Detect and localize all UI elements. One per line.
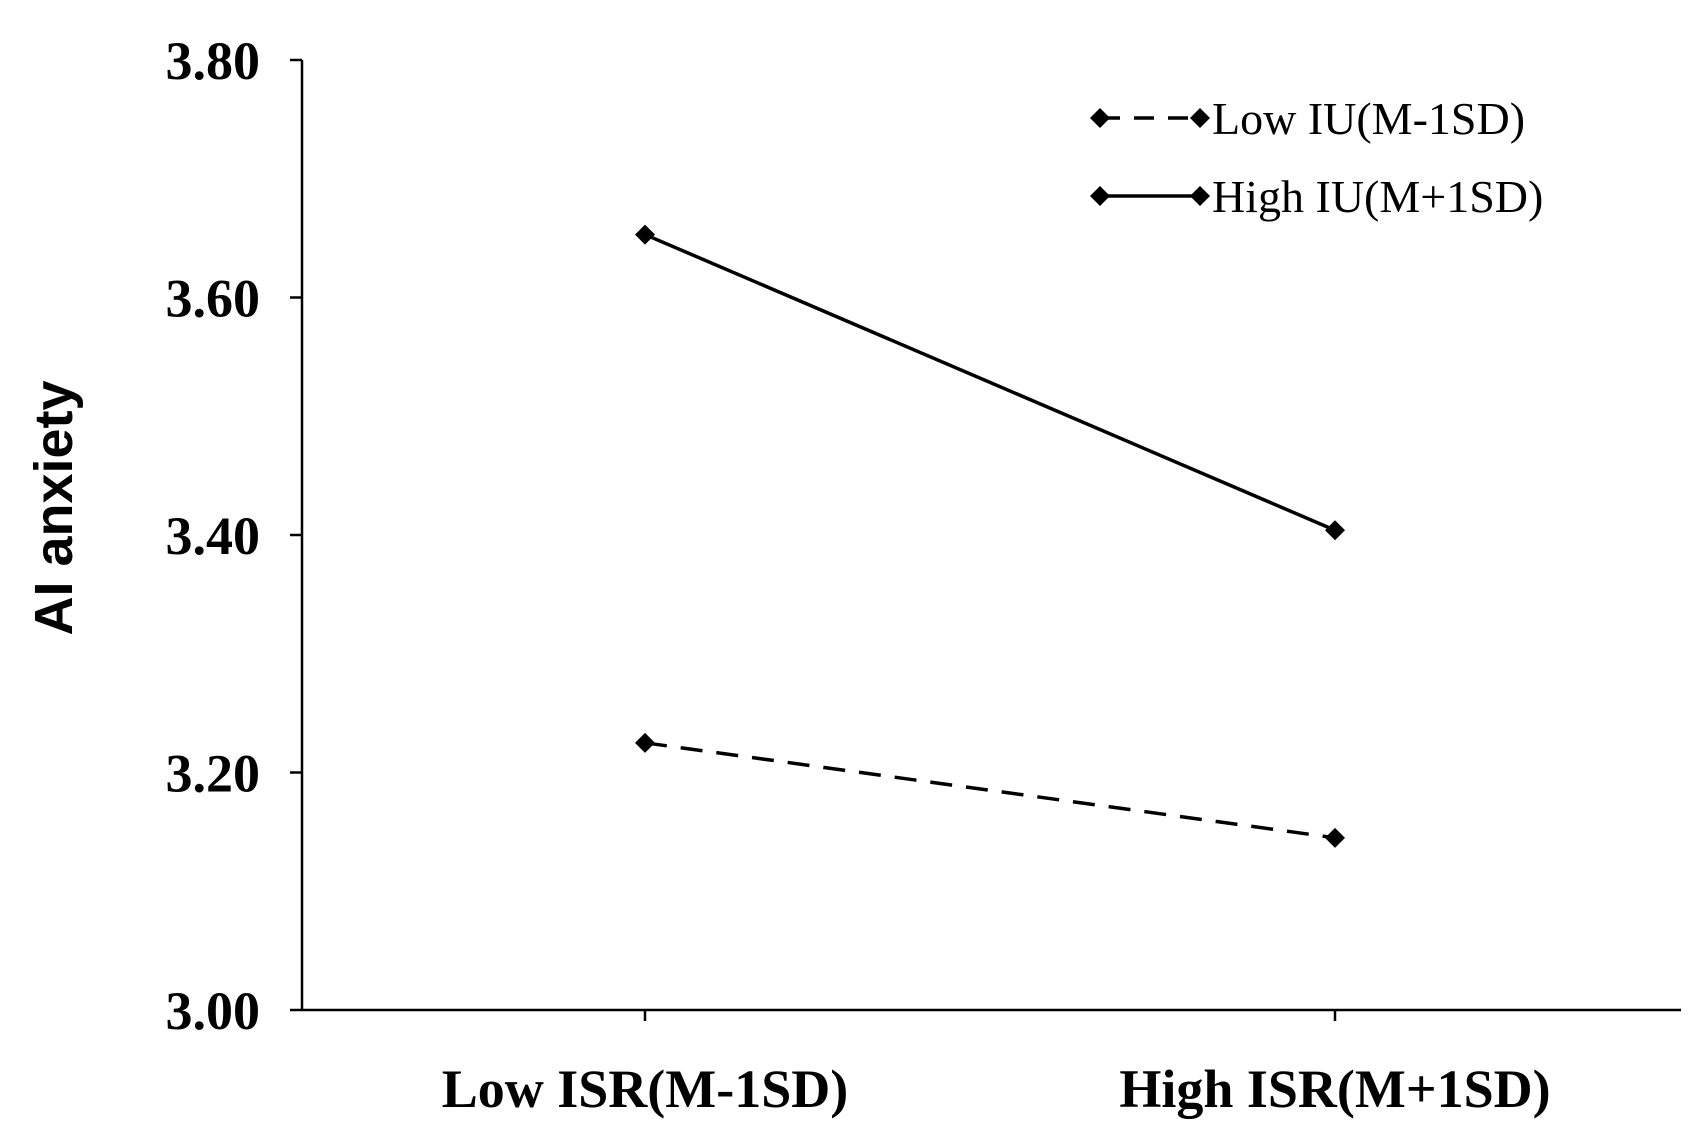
y-tick-label: 3.80 <box>166 31 261 91</box>
data-point <box>1325 827 1345 848</box>
legend-marker <box>1190 186 1210 206</box>
series-low-iu <box>635 732 1345 848</box>
y-tick-label: 3.40 <box>166 506 261 566</box>
data-point <box>1325 520 1345 541</box>
legend-item: High IU(M+1SD) <box>1090 171 1543 222</box>
y-axis-title: AI anxiety <box>24 380 84 635</box>
series-layer <box>635 224 1345 848</box>
legend-item: Low IU(M-1SD) <box>1090 93 1525 144</box>
legend: Low IU(M-1SD) High IU(M+1SD) <box>1090 93 1543 222</box>
legend-marker <box>1090 186 1110 206</box>
axes: 3.00 3.20 3.40 3.60 3.80 Low ISR(M-1SD) High I… <box>166 31 1681 1119</box>
legend-marker <box>1190 108 1210 128</box>
y-tick-label: 3.60 <box>166 269 261 329</box>
legend-marker <box>1090 108 1110 128</box>
y-tick-label: 3.20 <box>166 744 261 804</box>
series-high-iu <box>635 224 1345 541</box>
legend-label: Low IU(M-1SD) <box>1212 93 1525 144</box>
x-category-label: Low ISR(M-1SD) <box>442 1059 849 1119</box>
data-point <box>635 224 655 245</box>
x-category-label: High ISR(M+1SD) <box>1119 1059 1550 1119</box>
data-point <box>635 732 655 753</box>
legend-label: High IU(M+1SD) <box>1212 171 1543 222</box>
y-tick-label: 3.00 <box>166 981 261 1041</box>
series-line <box>644 232 1336 532</box>
series-line <box>644 741 1336 840</box>
